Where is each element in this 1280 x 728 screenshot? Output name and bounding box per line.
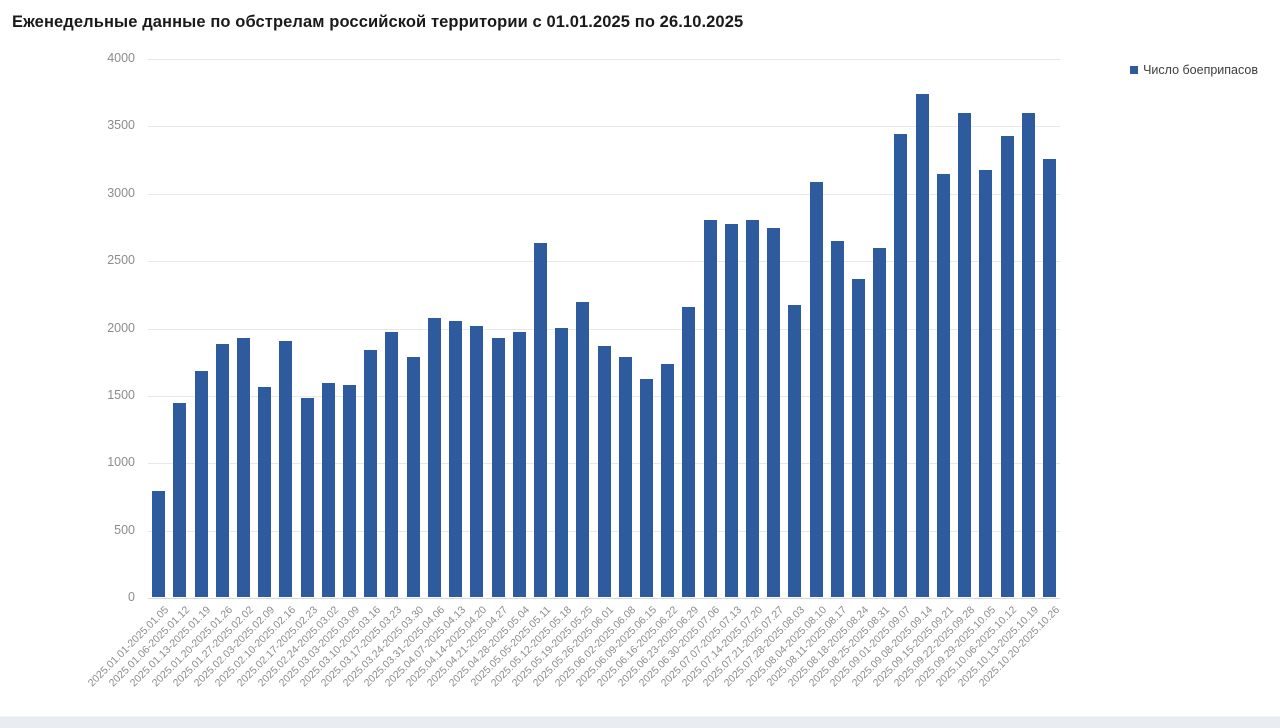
y-axis: 0 500 1000 1500 2000 2500 3000 3500 4000 <box>35 0 135 728</box>
y-axis-label: 3500 <box>107 118 135 133</box>
legend-swatch-icon <box>1130 66 1139 74</box>
bar[interactable] <box>173 403 187 597</box>
y-axis-label: 500 <box>114 522 135 537</box>
window-bottom-edge <box>0 716 1280 728</box>
bar[interactable] <box>661 363 675 597</box>
bar[interactable] <box>364 350 378 597</box>
bar[interactable] <box>576 301 590 597</box>
y-axis-label: 1000 <box>107 455 135 470</box>
y-axis-label: 2500 <box>107 253 135 268</box>
bar[interactable] <box>830 241 844 597</box>
bar[interactable] <box>873 248 887 597</box>
y-axis-label: 0 <box>128 590 135 604</box>
bar[interactable] <box>1042 159 1056 597</box>
bar[interactable] <box>597 346 611 597</box>
y-axis-label: 1500 <box>107 387 135 402</box>
bar[interactable] <box>215 343 229 597</box>
bar[interactable] <box>555 327 569 597</box>
gridline <box>148 261 1060 263</box>
bar[interactable] <box>703 219 717 597</box>
gridline <box>148 598 1060 599</box>
bar[interactable] <box>894 133 908 597</box>
bar[interactable] <box>682 307 696 597</box>
gridline <box>148 328 1060 330</box>
bar[interactable] <box>512 331 526 597</box>
y-axis-label: 3000 <box>107 185 135 200</box>
bar[interactable] <box>427 318 441 597</box>
bar[interactable] <box>533 242 547 597</box>
bar[interactable] <box>767 227 781 597</box>
bar[interactable] <box>852 279 865 597</box>
bar[interactable] <box>788 304 802 597</box>
gridline <box>148 126 1060 128</box>
bar[interactable] <box>321 382 335 597</box>
bar[interactable] <box>406 357 420 597</box>
plot-area <box>148 59 1060 599</box>
bar[interactable] <box>300 397 314 597</box>
bar[interactable] <box>470 326 484 597</box>
bar[interactable] <box>1021 113 1035 597</box>
gridline <box>148 193 1060 195</box>
y-axis-label: 4000 <box>107 51 135 65</box>
bar[interactable] <box>809 182 823 597</box>
bar[interactable] <box>236 338 250 597</box>
bar[interactable] <box>279 341 293 597</box>
bar[interactable] <box>958 113 972 597</box>
bar[interactable] <box>385 331 399 597</box>
gridline <box>148 59 1060 60</box>
bar[interactable] <box>258 386 272 597</box>
bar[interactable] <box>618 357 632 597</box>
bar[interactable] <box>449 320 462 597</box>
bar[interactable] <box>194 370 208 597</box>
bar[interactable] <box>1000 136 1014 597</box>
bar[interactable] <box>639 378 653 597</box>
bar[interactable] <box>979 169 993 597</box>
bar[interactable] <box>491 338 505 597</box>
bar[interactable] <box>746 219 759 597</box>
chart-title: Еженедельные данные по обстрелам российс… <box>12 13 744 31</box>
x-axis: 2025.01.01-2025.01.05 2025.01.06-2025.01.… <box>86 604 1062 722</box>
bar[interactable] <box>724 223 738 597</box>
bar[interactable] <box>915 94 929 597</box>
legend-label: Число боеприпасов <box>1143 63 1258 77</box>
bar[interactable] <box>152 490 166 597</box>
y-axis-label: 2000 <box>107 320 135 335</box>
legend: Число боеприпасов <box>1130 63 1258 77</box>
bar[interactable] <box>343 385 356 597</box>
bar[interactable] <box>936 173 950 597</box>
